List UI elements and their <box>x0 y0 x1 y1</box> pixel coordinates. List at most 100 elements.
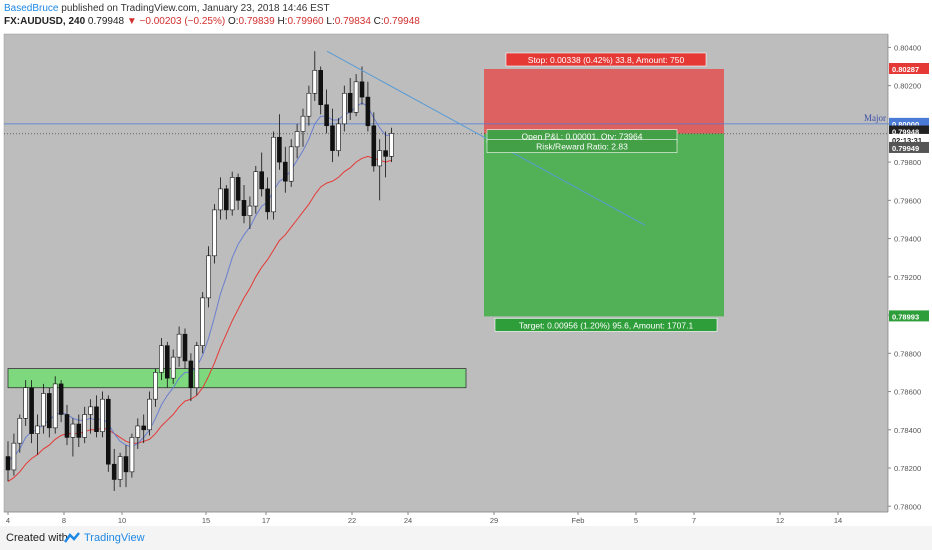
last-price-tag: 0.79948 <box>892 128 919 137</box>
candle-body <box>100 398 105 432</box>
candle <box>235 173 241 210</box>
candle <box>353 74 359 117</box>
candle <box>365 81 371 132</box>
candle <box>135 418 141 449</box>
candle <box>212 204 217 264</box>
candle-body <box>324 104 329 127</box>
tradingview-brand[interactable]: TradingView <box>84 532 145 544</box>
candle <box>106 395 111 472</box>
candle <box>188 353 194 402</box>
symbol-label[interactable]: FX:AUDUSD, 240 <box>4 16 86 27</box>
candle-body <box>365 96 371 127</box>
y-tick-label: 0.79800 <box>894 158 921 167</box>
candle <box>271 131 276 220</box>
candle-body <box>147 398 152 431</box>
publication-line: BasedBruce published on TradingView.com,… <box>4 3 330 14</box>
candle <box>46 387 52 438</box>
created-with-text: Created with <box>6 532 68 544</box>
candle <box>76 414 82 447</box>
risk-reward-label-box <box>486 139 678 153</box>
candle <box>265 177 270 220</box>
footer-bar: Created with TradingView <box>0 526 932 550</box>
candle <box>165 341 170 388</box>
candle <box>23 380 29 426</box>
candlestick-chart[interactable]: 0.80400 0.80200 0.80000 0.79800 0.79600 0.794… <box>0 30 932 526</box>
stop-label-box <box>505 52 707 67</box>
candle <box>318 66 324 115</box>
target-label-box <box>494 318 718 332</box>
candle <box>324 89 329 134</box>
candle-body <box>165 345 170 379</box>
x-tick-label: Feb <box>572 516 585 525</box>
y-tick-label: 0.80200 <box>894 82 921 91</box>
candle <box>229 171 235 216</box>
x-tick-label: 22 <box>348 516 356 525</box>
candle-body <box>176 333 182 358</box>
candle-body <box>182 333 188 362</box>
candle <box>176 326 182 367</box>
candle-body <box>306 92 312 117</box>
candle-body <box>88 406 93 415</box>
candle-body <box>141 425 146 431</box>
candle-body <box>117 456 123 480</box>
candle <box>159 338 164 381</box>
candle <box>359 66 365 105</box>
x-tick-label: 12 <box>776 516 784 525</box>
candle-body <box>318 70 324 106</box>
high-label: H: <box>277 16 288 27</box>
candle <box>194 341 200 396</box>
candle <box>277 114 282 170</box>
candle <box>288 139 294 187</box>
author-link[interactable]: BasedBruce <box>4 3 59 14</box>
y-tick-label: 0.79400 <box>894 235 921 244</box>
candle <box>300 108 306 147</box>
candle <box>52 376 58 434</box>
risk-reward-label: Risk/Reward Ratio: 2.83 <box>536 142 628 152</box>
candle <box>64 404 70 446</box>
candle-body <box>58 383 64 415</box>
price-axis-background <box>888 30 932 526</box>
candle-body <box>23 387 29 419</box>
y-tick-label: 0.80400 <box>894 43 921 52</box>
close-label: C: <box>373 16 384 27</box>
candle-body <box>341 92 347 125</box>
tradingview-logo-icon <box>64 532 80 543</box>
candle-body <box>64 414 70 438</box>
chart-header: BasedBruce published on TradingView.com,… <box>0 0 932 30</box>
stop-loss-zone <box>484 68 724 134</box>
candle-body <box>277 136 282 163</box>
candle-body <box>82 414 87 438</box>
candle-body <box>312 70 318 94</box>
candle <box>312 51 318 101</box>
y-tick-label: 0.78200 <box>894 464 921 473</box>
candle <box>253 165 259 214</box>
symbol-ohlc-line: FX:AUDUSD, 240 0.79948 ▼ −0.00203 (−0.25… <box>4 16 420 27</box>
candle-body <box>206 255 211 299</box>
candle <box>58 380 64 423</box>
candle <box>82 406 87 444</box>
candle <box>11 433 17 476</box>
entry-price-tag-bg <box>889 141 929 153</box>
candle-body <box>106 398 111 465</box>
candle-body <box>11 442 17 471</box>
candle-body <box>359 81 365 98</box>
target-label: Target: 0.00956 (1.20%) 95.6, Amount: 17… <box>519 320 694 330</box>
candle <box>389 127 394 163</box>
candle <box>5 441 11 482</box>
candle <box>17 414 23 453</box>
candle-body <box>336 123 341 151</box>
candle <box>88 399 93 434</box>
candle <box>123 445 129 488</box>
plot-background <box>3 33 889 513</box>
candle <box>294 123 300 159</box>
candle <box>153 368 158 407</box>
candle-body <box>229 177 235 211</box>
candle <box>117 452 123 488</box>
x-tick-label: 15 <box>202 516 210 525</box>
candle <box>41 383 46 434</box>
candle <box>94 395 99 438</box>
candle-body <box>330 125 335 151</box>
candle-body <box>212 209 217 257</box>
stop-price-tag: 0.80287 <box>892 65 919 74</box>
candle-body <box>288 146 294 182</box>
